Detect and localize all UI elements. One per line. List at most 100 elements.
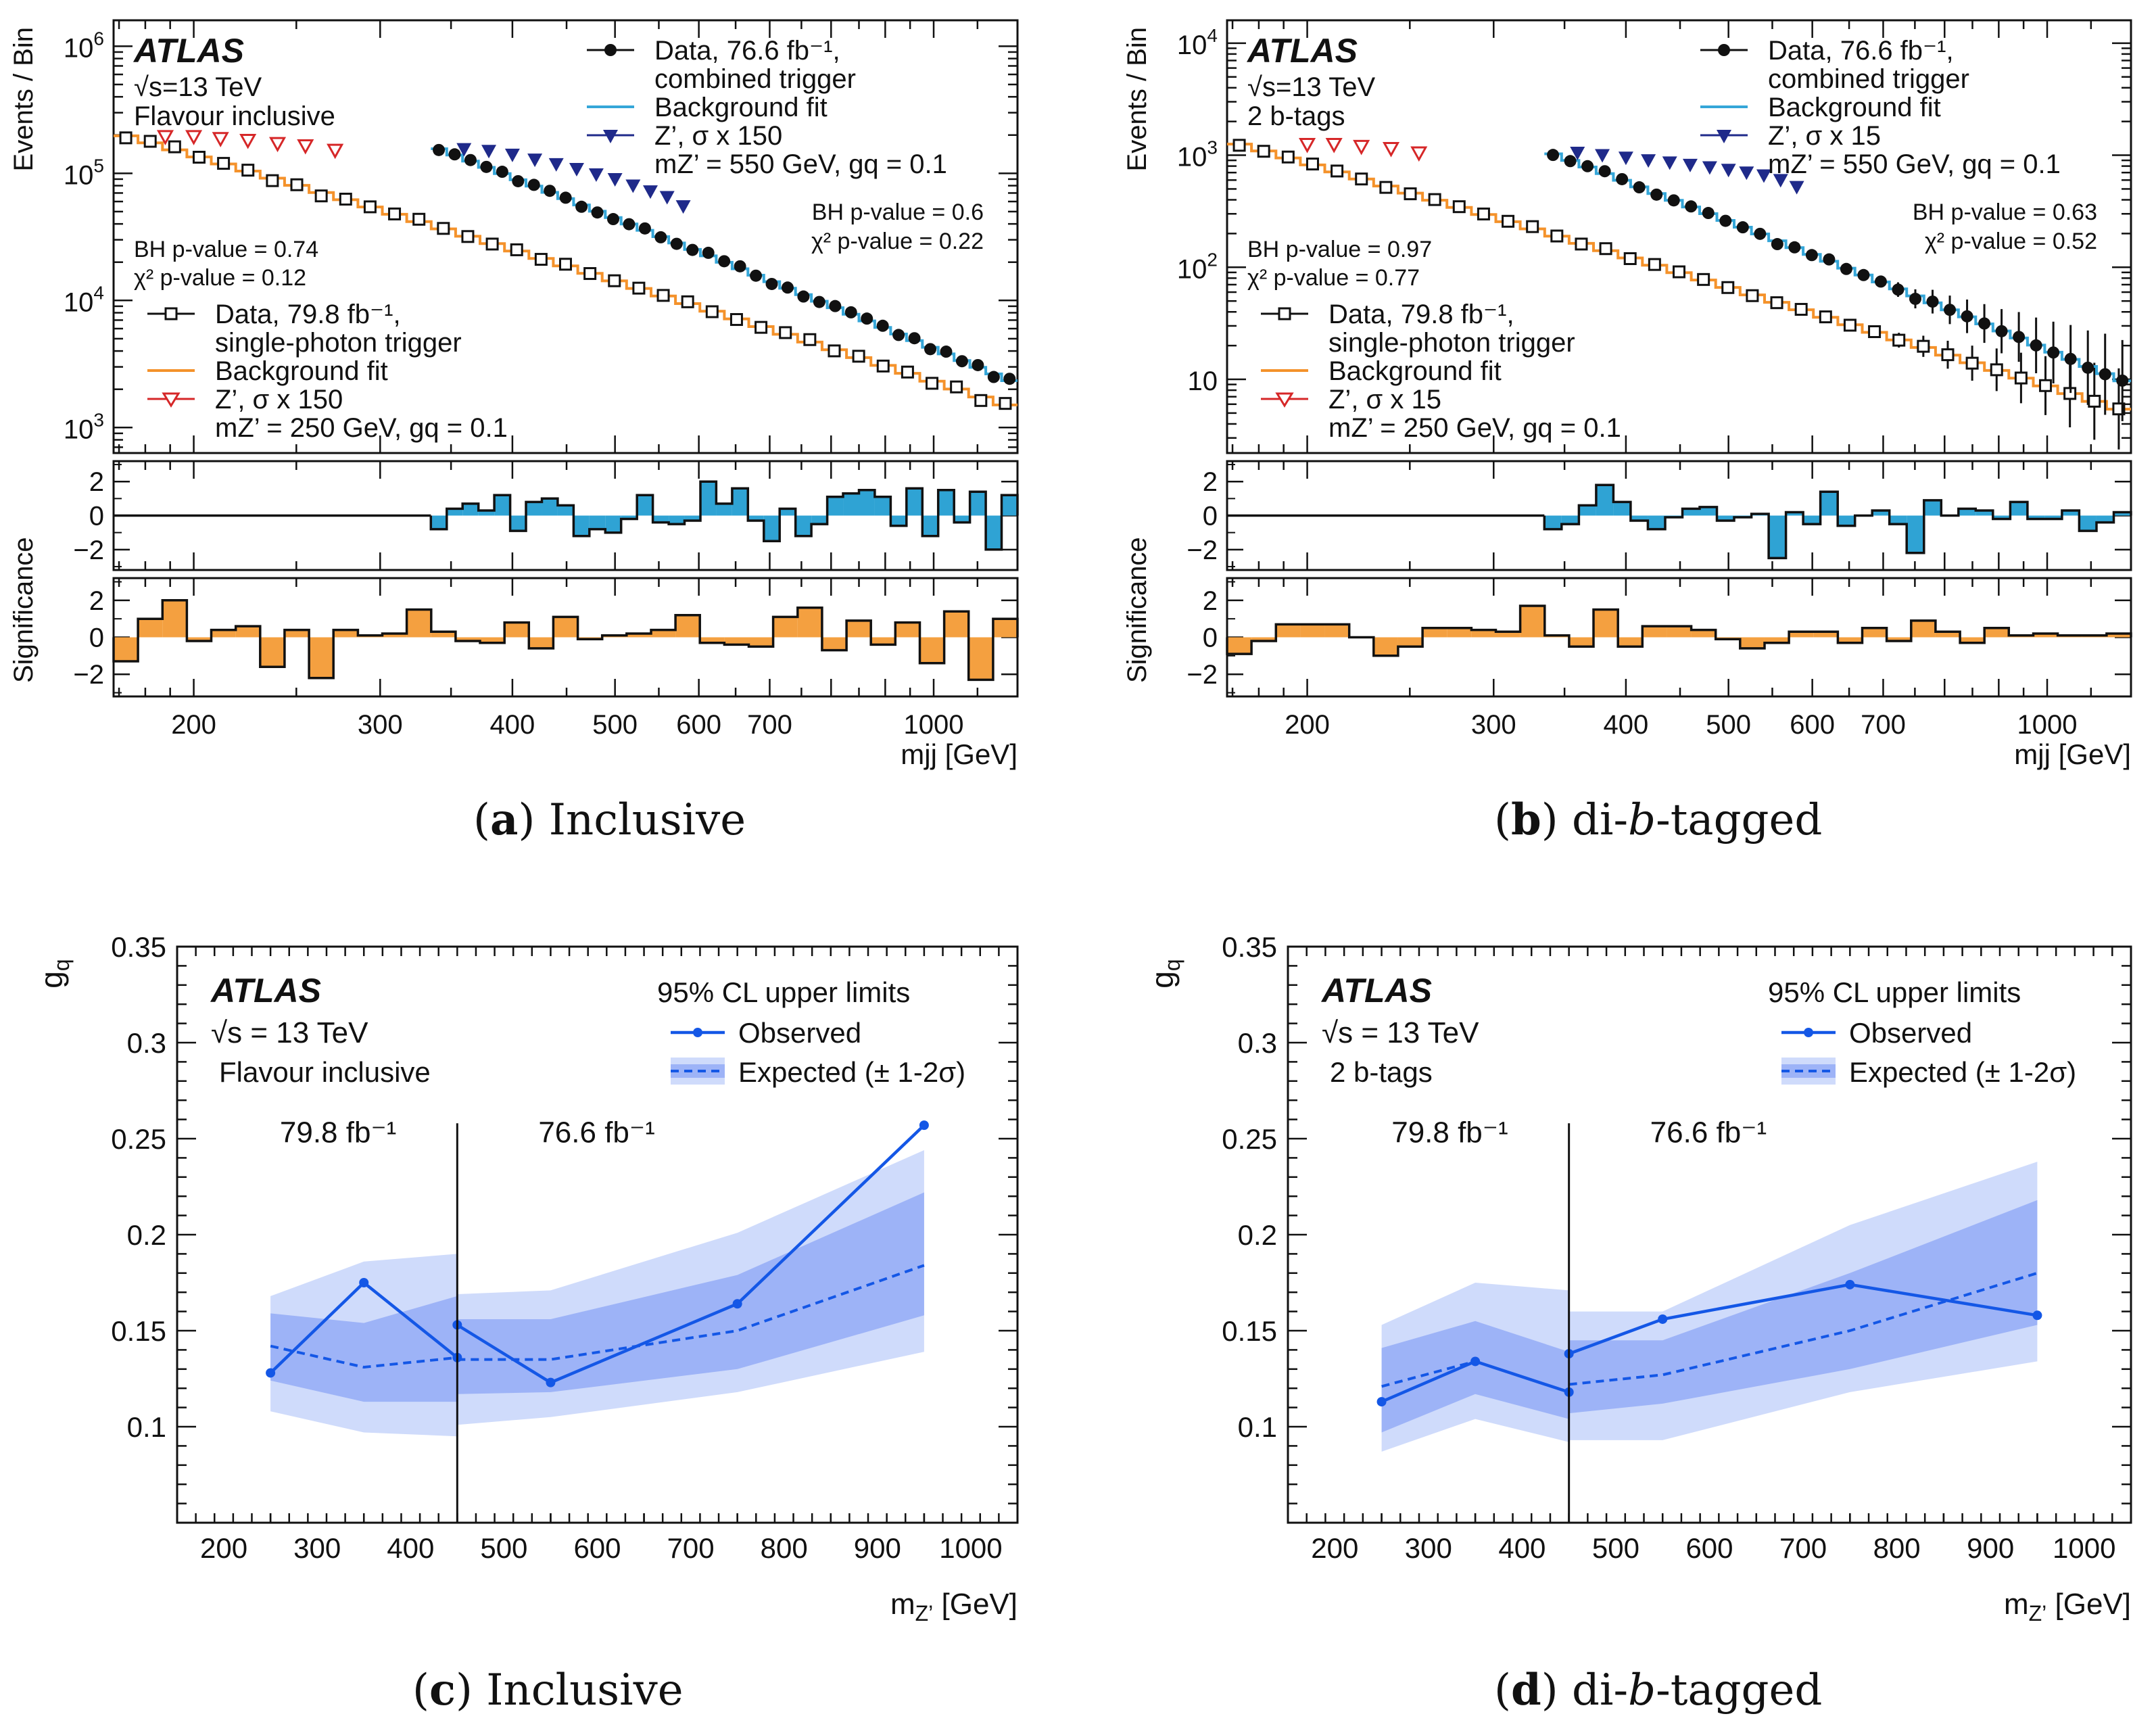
combined-significance-bar: [1889, 515, 1907, 525]
combined-data-point: [1840, 262, 1852, 275]
y-tick-label: 104: [1177, 25, 1218, 60]
legend-single-trigger-label: single-photon trigger: [215, 328, 462, 358]
observed-limit-point: [1376, 1397, 1387, 1407]
single-photon-data-point: [559, 258, 572, 271]
single-photon-data-point: [314, 189, 328, 203]
combined-data-point: [591, 206, 604, 219]
combined-data-point: [829, 300, 842, 312]
combined-significance-bar: [526, 502, 542, 516]
x-tick-label: 1000: [2017, 710, 2078, 740]
combined-significance-bar: [2044, 515, 2062, 519]
single-photon-significance-bar: [309, 637, 334, 678]
y-tick-label: 102: [1177, 249, 1218, 284]
combined-significance-bar: [478, 510, 495, 516]
combined-signal-marker: [588, 168, 604, 182]
single-photon-significance-bar: [1276, 624, 1301, 638]
single-photon-data-point: [388, 207, 402, 220]
combined-data-point: [1685, 200, 1698, 213]
combined-significance-bar: [1700, 506, 1717, 516]
y-tick-label: 0.3: [127, 1027, 166, 1059]
x-tick-label: 600: [573, 1532, 621, 1564]
combined-significance-bar: [1992, 515, 2011, 519]
combined-significance-bar: [1682, 508, 1700, 516]
combined-data-point: [1547, 149, 1560, 162]
sig-tick-label: −2: [73, 536, 104, 565]
single-photon-data-point: [852, 350, 865, 363]
combined-significance-bar: [2079, 515, 2097, 531]
energy-label: √s = 13 TeV: [211, 1016, 368, 1049]
combined-significance-bar: [2096, 515, 2114, 523]
single-photon-data-point: [1257, 145, 1270, 158]
combined-data-point: [2116, 374, 2129, 387]
y-tick-label: 105: [64, 155, 104, 190]
combined-significance-bar: [589, 515, 606, 529]
observed-limit-point: [2032, 1310, 2042, 1321]
x-tick-label: 1000: [939, 1532, 1002, 1564]
combined-data-point: [1961, 310, 1973, 323]
single-photon-data-point: [412, 212, 426, 226]
combined-data-point: [638, 222, 651, 235]
observed-limit-line: [1568, 1283, 2038, 1356]
single-photon-significance-bar: [333, 630, 358, 638]
combined-signal-marker: [1756, 169, 1771, 183]
combined-data-point: [1909, 292, 1922, 305]
single-photon-data-point: [1941, 348, 1955, 362]
y-tick-label: 0.15: [1222, 1315, 1277, 1347]
x-tick-label: 300: [1471, 710, 1516, 740]
legend-combined-fit-label: Background fit: [1768, 93, 1941, 122]
combined-significance-outline: [429, 480, 1019, 551]
combined-significance-bar: [1838, 515, 1855, 526]
legend-combined-trigger-label: combined trigger: [1768, 64, 1969, 94]
combined-background-fit: [1544, 152, 2131, 383]
single-photon-series: [114, 131, 1017, 410]
main-plot-frame: [112, 19, 1019, 454]
observed-limit-point: [919, 1120, 929, 1131]
combined-signal-marker: [1570, 147, 1585, 161]
legend-combined-signal-marker: [1717, 130, 1731, 143]
single-photon-data-point: [1623, 252, 1637, 266]
single-photon-data-point: [1648, 258, 1661, 271]
legend-single-mass-label: mZ’ = 250 GeV, gq = 0.1: [215, 413, 508, 443]
combined-significance-bar: [1975, 510, 1993, 516]
combined-data-point: [1650, 188, 1663, 201]
single-photon-data-point: [168, 140, 181, 153]
single-photon-data-point: [1575, 237, 1588, 251]
single-photon-significance-bar: [1568, 637, 1594, 647]
single-photon-data-point: [1428, 193, 1441, 206]
single-photon-data-point: [681, 295, 694, 308]
category-label: Flavour inclusive: [134, 101, 335, 131]
legend-single-fit-label: Background fit: [215, 356, 388, 386]
legend-single-signal-marker: [1275, 392, 1294, 408]
legend-combined-mass-label: mZ’ = 550 GeV, gq = 0.1: [1768, 149, 2061, 179]
single-photon-significance-bar: [553, 617, 578, 638]
combined-significance-bar: [874, 496, 891, 516]
single-photon-data-point: [510, 243, 523, 256]
category-label: 2 b-tags: [1330, 1056, 1433, 1088]
combined-significance-bar: [669, 515, 685, 525]
x-axis-label: mZ’ [GeV]: [2004, 1588, 2131, 1625]
x-tick-label: 400: [490, 710, 535, 740]
combined-chi2-pvalue: χ² p-value = 0.52: [1925, 229, 2097, 254]
single-photon-data-point: [1599, 242, 1612, 256]
x-tick-label: 700: [1779, 1532, 1827, 1564]
single-photon-significance-bar: [187, 637, 212, 641]
single-photon-data-point: [1305, 158, 1319, 171]
single-photon-significance-bar: [235, 626, 260, 638]
single-photon-data-point: [1819, 310, 1832, 324]
combined-signal-marker: [481, 145, 497, 159]
single-photon-data-point: [828, 344, 841, 358]
combined-data-point: [559, 191, 572, 204]
expected-1sigma-band: [270, 1296, 458, 1402]
single-photon-significance-bar: [1300, 624, 1325, 638]
combined-signal-marker: [1595, 149, 1610, 163]
combined-significance-bar: [1872, 510, 1890, 516]
combined-significance-bar: [763, 515, 780, 542]
y-tick-label: 103: [64, 409, 104, 444]
single-photon-data-point: [608, 274, 621, 287]
single-photon-significance-bar: [1397, 637, 1423, 647]
x-tick-label: 400: [1498, 1532, 1546, 1564]
single-photon-data-point: [2088, 394, 2101, 408]
single-bh-pvalue: BH p-value = 0.97: [1247, 237, 1432, 262]
combined-significance-bar: [605, 515, 621, 533]
combined-significance-bar: [843, 493, 859, 516]
